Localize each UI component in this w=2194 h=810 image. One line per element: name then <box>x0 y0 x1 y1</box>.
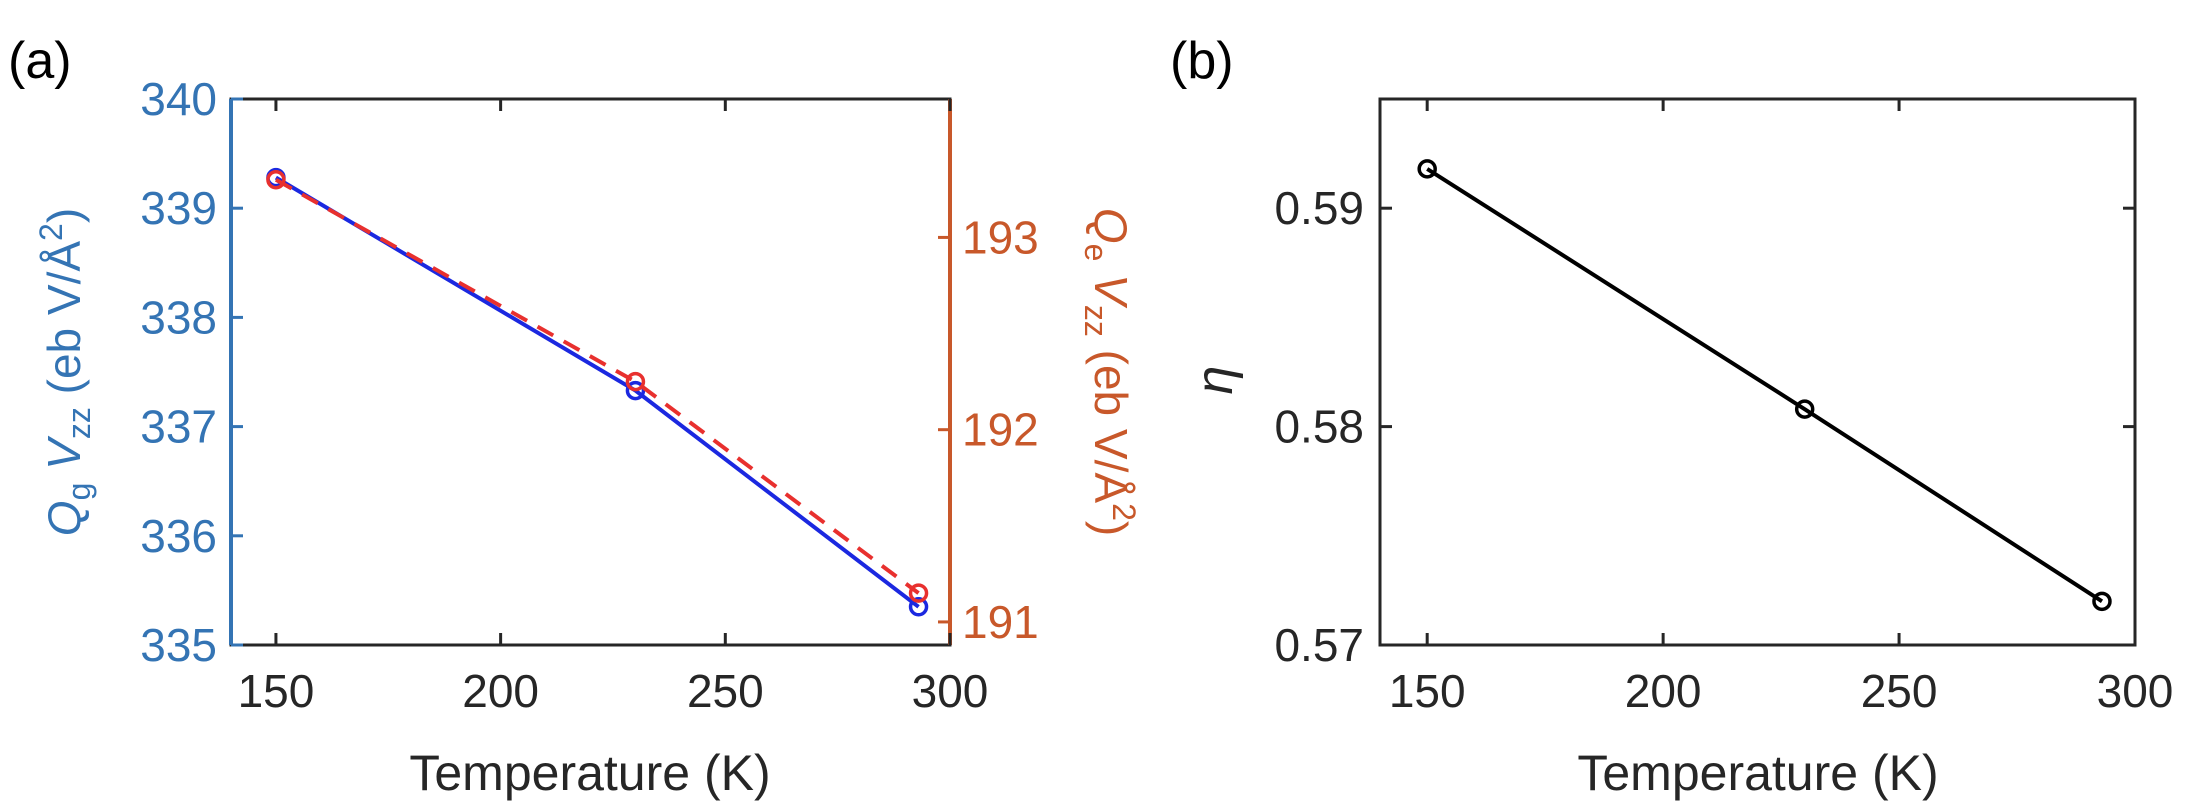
panel-a-ytick-right-label: 193 <box>962 211 1039 263</box>
panel-b-xlabel: Temperature (K) <box>1577 745 1938 801</box>
panel-a-ylabel-left: Qg Vzz (eb V/Å2) <box>33 208 97 536</box>
panel-a-ytick-right-label: 191 <box>962 596 1039 648</box>
panel-a-series-right-point <box>625 371 646 392</box>
panel-b-ylabel: η <box>1186 366 1244 395</box>
panel-a-ytick-left-label: 336 <box>140 510 217 562</box>
panel-b-xtick-label: 200 <box>1625 665 1702 717</box>
panel-b-ytick-label: 0.57 <box>1274 619 1364 671</box>
panel-a-ylabel-right: Qe Vzz (eb V/Å2) <box>1078 208 1142 536</box>
panel-a-xtick-label: 250 <box>687 665 764 717</box>
panel-a-series-left-point <box>625 380 646 401</box>
panel-a-series-right-line <box>274 178 920 595</box>
panel-b-series-line <box>1426 167 2104 603</box>
panel-label-b: (b) <box>1170 32 1234 90</box>
panel-a-series-right-point <box>266 169 286 190</box>
panel-b-ytick-label: 0.58 <box>1274 401 1364 453</box>
panel-a-ytick-left-label: 340 <box>140 73 217 125</box>
panel-label-a: (a) <box>8 32 72 90</box>
panel-a-xlabel: Temperature (K) <box>409 745 770 801</box>
panel-a-series-right-point <box>908 583 929 603</box>
panel-b-series-point <box>1794 399 1815 419</box>
panel-b-plot-area <box>1378 97 2137 647</box>
panel-b-xtick-label: 300 <box>2097 665 2174 717</box>
panel-a-xtick-label: 200 <box>462 665 539 717</box>
panel-a-plot-area <box>229 97 952 647</box>
panel-a-series-left-line <box>274 175 920 609</box>
panel-a-ytick-left-label: 335 <box>140 619 217 671</box>
panel-b-xtick-label: 150 <box>1389 665 1466 717</box>
panel-b-chart: 150 200 250 300 0.57 0.58 0.59 Temperature (K… <box>1186 97 2174 801</box>
panel-a-ytick-left-label: 339 <box>140 182 217 234</box>
panel-b-series-point <box>2092 591 2112 612</box>
panel-a-ytick-right-label: 192 <box>962 404 1039 456</box>
panel-b-series-point <box>1417 159 1437 179</box>
panel-a-series-left-point <box>908 597 929 617</box>
panel-b-ytick-label: 0.59 <box>1274 182 1364 234</box>
panel-a-ytick-left-label: 338 <box>140 291 217 343</box>
panel-b-xtick-label: 250 <box>1861 665 1938 717</box>
panel-a-chart: 150 200 250 300 335 336 337 338 339 340 191 192 19… <box>33 73 1142 801</box>
panel-a-xtick-label: 300 <box>912 665 989 717</box>
panel-a-xtick-label: 150 <box>238 665 315 717</box>
panel-a-ytick-left-label: 337 <box>140 401 217 453</box>
